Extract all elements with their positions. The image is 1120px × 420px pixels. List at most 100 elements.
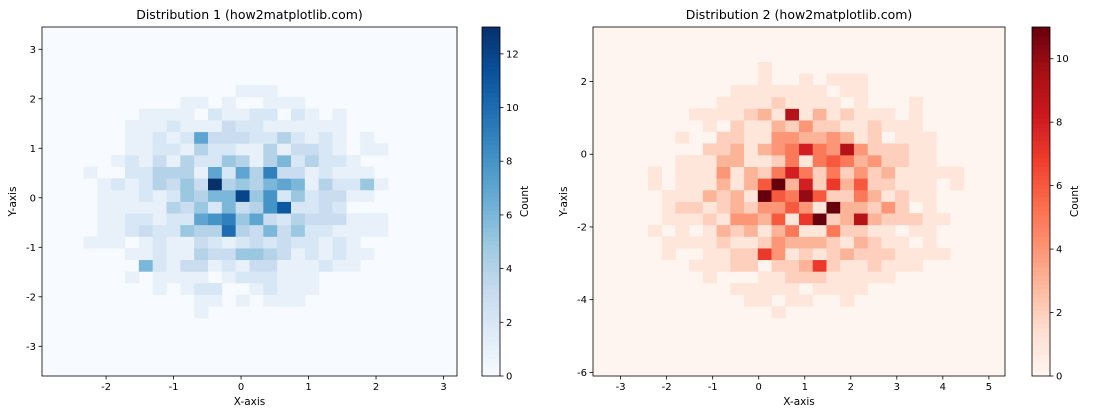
colorbar-segment xyxy=(1032,57,1050,63)
heatmap-cell xyxy=(853,96,869,109)
heatmap-cell xyxy=(881,143,896,156)
heatmap-cell xyxy=(318,248,333,261)
heatmap-cell xyxy=(138,108,154,121)
colorbar-segment xyxy=(1032,284,1050,290)
heatmap-cell xyxy=(291,236,306,249)
heatmap-cell xyxy=(152,201,167,214)
heatmap-cell xyxy=(744,282,759,295)
heatmap-cell xyxy=(771,166,786,179)
heatmap-cell xyxy=(812,248,827,261)
colorbar-segment xyxy=(482,306,500,312)
heatmap-cell xyxy=(730,189,745,202)
heatmap-cell xyxy=(895,248,910,261)
heatmap-cell xyxy=(799,189,814,202)
heatmap-cell xyxy=(249,213,264,226)
colorbar-tick-label: 6 xyxy=(1056,181,1062,192)
heatmap-cell xyxy=(771,96,786,109)
heatmap-cell xyxy=(346,178,361,191)
heatmap-cell xyxy=(867,259,882,272)
colorbar-segment xyxy=(482,341,500,346)
heatmap-cell xyxy=(757,213,772,226)
heatmap-cell xyxy=(922,166,937,179)
heatmap-cell xyxy=(785,85,800,98)
heatmap-cell xyxy=(221,178,237,191)
colorbar-segment xyxy=(1032,275,1050,281)
heatmap-cell xyxy=(194,143,209,156)
heatmap-cell xyxy=(881,201,896,214)
heatmap-cell xyxy=(318,236,333,249)
heatmap-cell xyxy=(853,154,869,167)
colorbar-segment xyxy=(482,136,500,141)
heatmap-cell xyxy=(277,96,292,109)
heatmap-cell xyxy=(263,248,278,261)
colorbar-segment xyxy=(482,79,500,85)
colorbar-segment xyxy=(482,131,500,137)
heatmap-cell xyxy=(853,259,869,272)
heatmap-cell xyxy=(744,131,759,144)
heatmap-cell xyxy=(138,178,154,191)
heatmap-cell xyxy=(304,108,320,121)
heatmap-cell xyxy=(263,131,278,144)
colorbar-segment xyxy=(482,96,500,102)
colorbar-segment xyxy=(1032,27,1050,32)
heatmap-cell xyxy=(757,85,772,98)
heatmap-cell xyxy=(166,120,181,133)
heatmap-cell xyxy=(853,178,869,191)
heatmap-cell xyxy=(716,213,731,226)
heatmap-cell xyxy=(661,201,676,214)
heatmap-cell xyxy=(332,120,347,133)
heatmap-cell xyxy=(263,224,278,237)
heatmap-cell xyxy=(771,259,786,272)
x-tick-label: 5 xyxy=(986,382,992,393)
heatmap-cell xyxy=(744,201,759,214)
heatmap-cell xyxy=(166,224,181,237)
heatmap-cell xyxy=(138,213,154,226)
heatmap-cell xyxy=(675,166,690,179)
heatmap-cell xyxy=(138,120,154,133)
heatmap-cell xyxy=(235,85,250,98)
heatmap-cell xyxy=(826,259,841,272)
heatmap-cell xyxy=(771,120,786,133)
heatmap-cell xyxy=(194,189,209,202)
heatmap-cell xyxy=(194,166,209,179)
heatmap-cell xyxy=(936,213,951,226)
heatmap-cell xyxy=(304,213,320,226)
heatmap-cell xyxy=(125,213,140,226)
heatmap-cell xyxy=(235,201,250,214)
heatmap-cell xyxy=(346,213,361,226)
heatmap-cell xyxy=(716,108,731,121)
heatmap-cell xyxy=(125,166,140,179)
colorbar-segment xyxy=(1032,66,1050,72)
heatmap-cell xyxy=(235,294,250,307)
heatmap-cell xyxy=(757,154,772,167)
heatmap-cell xyxy=(689,213,704,226)
heatmap-cell xyxy=(180,120,195,133)
colorbar-tick-label: 12 xyxy=(506,49,519,60)
colorbar-segment xyxy=(1032,31,1050,37)
heatmap-cell xyxy=(840,224,855,237)
heatmap-cell xyxy=(812,224,827,237)
heatmap-cell xyxy=(332,224,347,237)
heatmap-cell xyxy=(111,189,126,202)
chart-2: -3 -2 -1 0 1 2 3 4 5 -6 -4 -2 0 2 Distribution 2 (how2… xyxy=(558,7,1081,408)
colorbar-segment xyxy=(482,114,500,120)
heatmap-cell xyxy=(757,73,772,86)
colorbar-segment xyxy=(1032,332,1050,338)
heatmap-cell xyxy=(277,201,292,214)
heatmap-cell xyxy=(166,131,181,144)
heatmap-cell xyxy=(757,61,772,74)
heatmap-cell xyxy=(180,154,195,167)
heatmap-cell xyxy=(318,201,333,214)
colorbar-segment xyxy=(482,166,500,172)
colorbar-segment xyxy=(482,118,500,124)
colorbar-segment xyxy=(482,35,500,41)
heatmap-cell xyxy=(647,166,663,179)
heatmap-cell xyxy=(867,131,882,144)
heatmap-cell xyxy=(867,201,882,214)
y-axis-label: Y-axis xyxy=(7,187,19,218)
heatmap-cell xyxy=(840,282,855,295)
heatmap-cell xyxy=(235,259,250,272)
heatmap-cell xyxy=(263,120,278,133)
colorbar-segment xyxy=(482,109,500,115)
heatmap-cell xyxy=(332,248,347,261)
